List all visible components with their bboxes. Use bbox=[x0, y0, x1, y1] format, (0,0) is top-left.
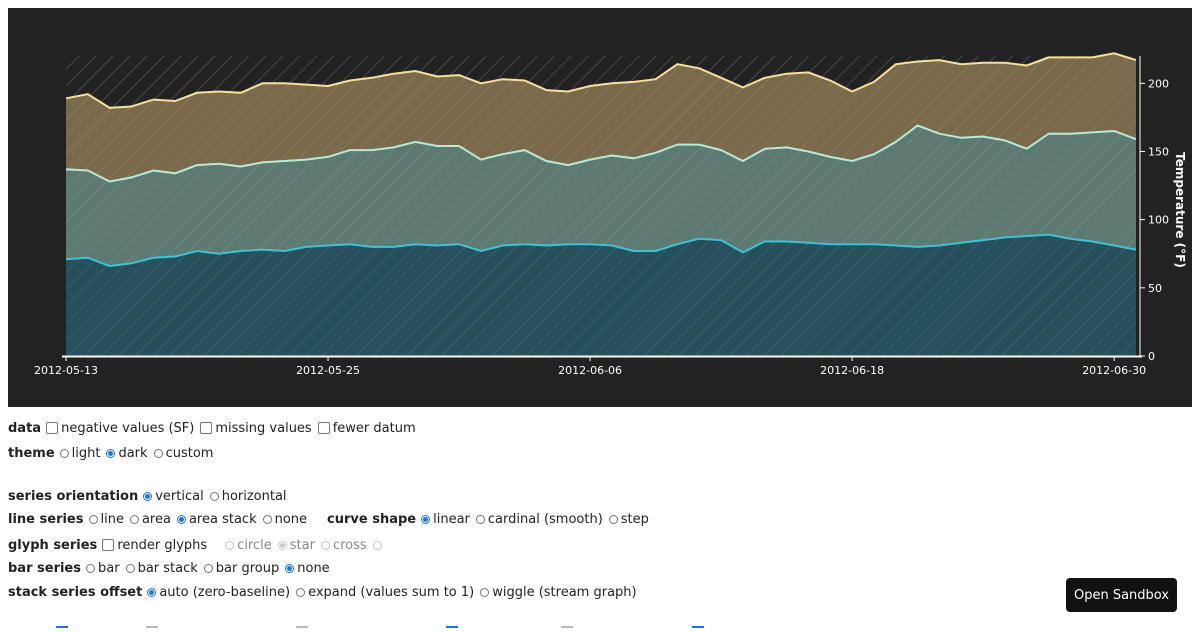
data-row: data negative values (SF) missing values… bbox=[8, 418, 422, 438]
curve-cardinal-radio[interactable]: cardinal (smooth) bbox=[475, 512, 603, 527]
bar-series-bar-group-radio[interactable]: bar group bbox=[203, 561, 279, 576]
missing-values-checkbox[interactable]: missing values bbox=[200, 421, 312, 436]
glyph-series-row: glyph series render glyphs circle star c… bbox=[8, 535, 388, 555]
y-tick-label: 200 bbox=[1148, 77, 1169, 90]
glyph-circle-radio-dot[interactable] bbox=[225, 540, 235, 550]
bar-series-bar-stack-radio[interactable]: bar stack bbox=[125, 561, 198, 576]
curve-cardinal-radio-dot[interactable] bbox=[475, 514, 485, 524]
line-series-line-radio[interactable]: line bbox=[88, 512, 124, 527]
fewer-datum-checkbox[interactable]: fewer datum bbox=[317, 421, 416, 436]
bar-series-bar-group-radio-dot[interactable] bbox=[203, 563, 213, 573]
cut-off-control[interactable] bbox=[446, 626, 458, 632]
theme-row: theme light dark custom bbox=[8, 443, 219, 463]
data-label: data bbox=[8, 420, 42, 436]
line-series-none-radio-dot[interactable] bbox=[262, 514, 272, 524]
cut-off-control[interactable] bbox=[692, 626, 704, 632]
bar-series-bar-radio[interactable]: bar bbox=[86, 561, 120, 576]
bar-series-none-radio-dot[interactable] bbox=[285, 563, 295, 573]
y-tick-label: 150 bbox=[1148, 145, 1169, 158]
theme-label: theme bbox=[8, 445, 55, 461]
orientation-vertical-radio[interactable]: vertical bbox=[143, 489, 204, 504]
orientation-horizontal-radio-dot[interactable] bbox=[209, 491, 219, 501]
cut-off-control[interactable] bbox=[146, 626, 158, 632]
bar-series-bar-radio-dot[interactable] bbox=[86, 563, 95, 573]
stacked-area-chart: 2012-05-13 2012-05-25 2012-06-06 2012-06-18… bbox=[34, 52, 1187, 377]
offset-expand-radio-dot[interactable] bbox=[296, 587, 306, 597]
orientation-vertical-radio-dot[interactable] bbox=[143, 491, 153, 501]
y-tick-label: 0 bbox=[1148, 350, 1155, 363]
negative-values-checkbox-box[interactable] bbox=[46, 422, 59, 434]
glyph-series-label: glyph series bbox=[8, 537, 98, 553]
series-orientation-label: series orientation bbox=[8, 488, 139, 504]
open-sandbox-button[interactable]: Open Sandbox bbox=[1066, 578, 1177, 612]
orientation-horizontal-radio[interactable]: horizontal bbox=[209, 489, 287, 504]
missing-values-checkbox-box[interactable] bbox=[200, 422, 213, 434]
curve-linear-radio-dot[interactable] bbox=[421, 514, 431, 524]
x-tick-label: 2012-05-25 bbox=[296, 364, 360, 377]
area-series-2-line bbox=[65, 124, 1137, 183]
bar-series-bar-stack-radio-dot[interactable] bbox=[125, 563, 135, 573]
line-series-row: line series line area area stack none cu… bbox=[8, 509, 655, 529]
cut-off-control[interactable] bbox=[561, 626, 573, 632]
glyph-unlabeled-radio-dot[interactable] bbox=[372, 540, 382, 550]
line-series-area-radio[interactable]: area bbox=[129, 512, 171, 527]
theme-dark-radio[interactable]: dark bbox=[106, 446, 148, 461]
negative-values-checkbox[interactable]: negative values (SF) bbox=[46, 421, 194, 436]
line-series-label: line series bbox=[8, 511, 84, 527]
theme-dark-radio-dot[interactable] bbox=[106, 448, 116, 458]
x-tick-label: 2012-06-30 bbox=[1082, 364, 1146, 377]
y-tick-label: 100 bbox=[1148, 214, 1169, 227]
glyph-unlabeled-radio[interactable] bbox=[372, 540, 382, 550]
area-series-1-pattern bbox=[66, 234, 1136, 356]
line-series-line-radio-dot[interactable] bbox=[88, 514, 98, 524]
area-series-3-line bbox=[65, 52, 1137, 109]
theme-custom-radio[interactable]: custom bbox=[153, 446, 213, 461]
glyph-circle-radio[interactable]: circle bbox=[225, 538, 272, 553]
bar-series-label: bar series bbox=[8, 560, 81, 576]
x-tick-label: 2012-06-06 bbox=[558, 364, 622, 377]
theme-light-radio-dot[interactable] bbox=[59, 448, 69, 458]
y-axis-title: Temperature (°F) bbox=[1173, 152, 1187, 268]
stack-offset-row: stack series offset auto (zero-baseline)… bbox=[8, 582, 643, 602]
bar-series-row: bar series bar bar stack bar group none bbox=[8, 558, 336, 578]
area-series-2-pattern bbox=[66, 125, 1136, 266]
glyph-star-radio[interactable]: star bbox=[277, 538, 315, 553]
y-tick-label: 50 bbox=[1148, 282, 1162, 295]
series-orientation-row: series orientation vertical horizontal bbox=[8, 486, 293, 506]
line-series-area-stack-radio[interactable]: area stack bbox=[176, 512, 257, 527]
x-tick-label: 2012-06-18 bbox=[820, 364, 884, 377]
area-series-1-line bbox=[65, 233, 1137, 268]
line-series-none-radio[interactable]: none bbox=[262, 512, 307, 527]
curve-step-radio[interactable]: step bbox=[608, 512, 649, 527]
glyph-cross-radio[interactable]: cross bbox=[320, 538, 367, 553]
offset-wiggle-radio-dot[interactable] bbox=[480, 587, 490, 597]
cut-off-controls-row bbox=[0, 626, 1200, 630]
offset-auto-radio-dot[interactable] bbox=[147, 587, 157, 597]
cut-off-control[interactable] bbox=[296, 626, 308, 632]
curve-shape-label: curve shape bbox=[327, 511, 417, 527]
bar-series-none-radio[interactable]: none bbox=[285, 561, 330, 576]
fewer-datum-checkbox-box[interactable] bbox=[317, 422, 330, 434]
chart-panel: 2012-05-13 2012-05-25 2012-06-06 2012-06-18… bbox=[8, 8, 1192, 407]
render-glyphs-checkbox-box[interactable] bbox=[102, 539, 115, 551]
stack-series-offset-label: stack series offset bbox=[8, 584, 143, 600]
glyph-cross-radio-dot[interactable] bbox=[320, 540, 330, 550]
curve-step-radio-dot[interactable] bbox=[608, 514, 618, 524]
theme-custom-radio-dot[interactable] bbox=[153, 448, 163, 458]
line-series-area-radio-dot[interactable] bbox=[129, 514, 139, 524]
x-tick-label: 2012-05-13 bbox=[34, 364, 98, 377]
curve-linear-radio[interactable]: linear bbox=[421, 512, 470, 527]
line-series-area-stack-radio-dot[interactable] bbox=[176, 514, 186, 524]
offset-auto-radio[interactable]: auto (zero-baseline) bbox=[147, 585, 290, 600]
glyph-star-radio-dot[interactable] bbox=[277, 540, 287, 550]
theme-light-radio[interactable]: light bbox=[59, 446, 100, 461]
offset-wiggle-radio[interactable]: wiggle (stream graph) bbox=[480, 585, 637, 600]
render-glyphs-checkbox[interactable]: render glyphs bbox=[102, 538, 207, 553]
offset-expand-radio[interactable]: expand (values sum to 1) bbox=[296, 585, 474, 600]
cut-off-control[interactable] bbox=[56, 626, 68, 632]
